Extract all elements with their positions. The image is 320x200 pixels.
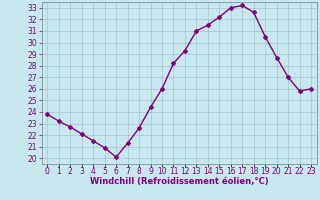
X-axis label: Windchill (Refroidissement éolien,°C): Windchill (Refroidissement éolien,°C) — [90, 177, 268, 186]
